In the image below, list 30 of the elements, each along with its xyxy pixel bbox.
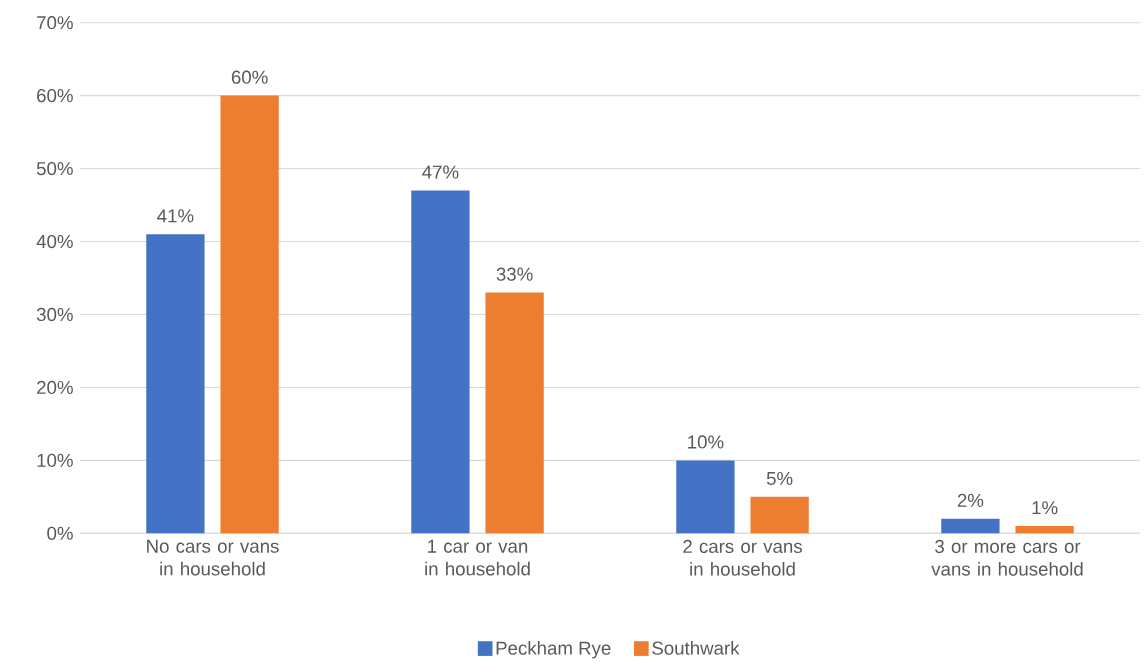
x-tick-label: 2 cars or vans in household: [683, 539, 802, 576]
y-tick-label: 50%: [36, 161, 73, 176]
bar: [941, 518, 1000, 534]
legend-label: Southwark: [652, 641, 740, 655]
y-tick-label: 60%: [37, 89, 73, 103]
bar: [411, 190, 470, 534]
bar: [1015, 526, 1074, 534]
data-label: 41%: [157, 209, 194, 223]
data-label: 60%: [231, 70, 268, 84]
bar: [220, 95, 279, 534]
data-label: 10%: [688, 435, 724, 449]
y-tick-label: 70%: [37, 16, 73, 30]
x-tick-label: 1 car or van in household: [425, 539, 530, 576]
data-label: 1%: [1032, 501, 1058, 515]
bar: [146, 234, 205, 534]
y-tick-label: 20%: [37, 380, 73, 395]
y-tick-label: 30%: [36, 307, 73, 322]
y-tick-label: 0%: [47, 526, 73, 540]
data-label: 5%: [766, 471, 793, 486]
data-label: 2%: [957, 493, 984, 507]
bar: [676, 460, 735, 534]
x-tick-label: 3 or more cars or vans in household: [931, 539, 1083, 576]
data-label: 33%: [496, 267, 533, 281]
y-tick-label: 40%: [36, 234, 73, 249]
legend-label: Peckham Rye: [496, 641, 611, 659]
bar: [750, 496, 809, 534]
y-tick-label: 10%: [37, 453, 73, 467]
x-tick-label: No cars or vans in household: [147, 539, 279, 576]
bar: [485, 292, 544, 534]
data-label: 47%: [422, 165, 459, 179]
